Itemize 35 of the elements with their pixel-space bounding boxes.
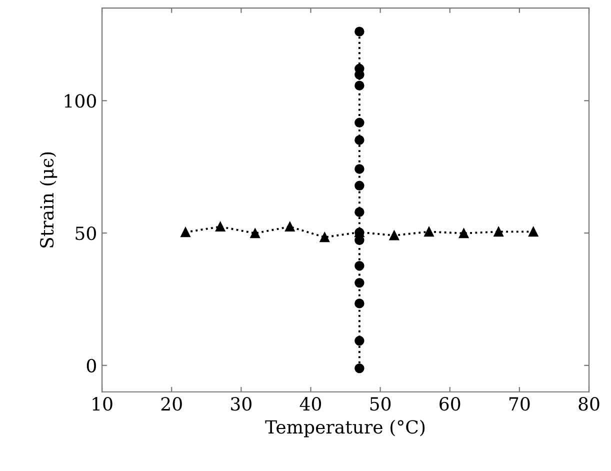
x-tick-label: 80 bbox=[578, 397, 600, 411]
point bbox=[354, 278, 364, 288]
point bbox=[354, 164, 364, 174]
point bbox=[354, 135, 364, 145]
point bbox=[494, 226, 504, 237]
point bbox=[354, 80, 364, 90]
point bbox=[354, 336, 364, 346]
point bbox=[285, 222, 295, 232]
point bbox=[424, 226, 434, 237]
point bbox=[354, 298, 364, 308]
point bbox=[354, 363, 364, 374]
point bbox=[528, 226, 538, 237]
point bbox=[354, 260, 364, 271]
x-tick-label: 20 bbox=[161, 397, 182, 411]
x-tick-label: 70 bbox=[509, 397, 530, 411]
x-tick-label: 60 bbox=[440, 397, 460, 411]
point bbox=[320, 232, 330, 242]
point bbox=[354, 26, 364, 36]
y-tick-label: 50 bbox=[76, 226, 96, 240]
x-tick-label: 50 bbox=[370, 397, 391, 411]
point bbox=[250, 228, 260, 238]
y-tick-label: 100 bbox=[64, 94, 96, 108]
y-axis-title: Strain (μϵ) bbox=[40, 152, 58, 248]
point bbox=[354, 118, 364, 128]
point bbox=[354, 207, 364, 217]
y-tick-label: 0 bbox=[86, 358, 96, 373]
x-axis-title: Temperature (°C) bbox=[265, 420, 425, 438]
point bbox=[215, 222, 226, 232]
point bbox=[180, 227, 190, 238]
point bbox=[458, 228, 469, 238]
point bbox=[389, 230, 400, 240]
x-tick-label: 30 bbox=[231, 397, 252, 411]
x-tick-label: 10 bbox=[92, 397, 112, 411]
point bbox=[354, 180, 364, 191]
x-tick-label: 40 bbox=[300, 397, 322, 411]
